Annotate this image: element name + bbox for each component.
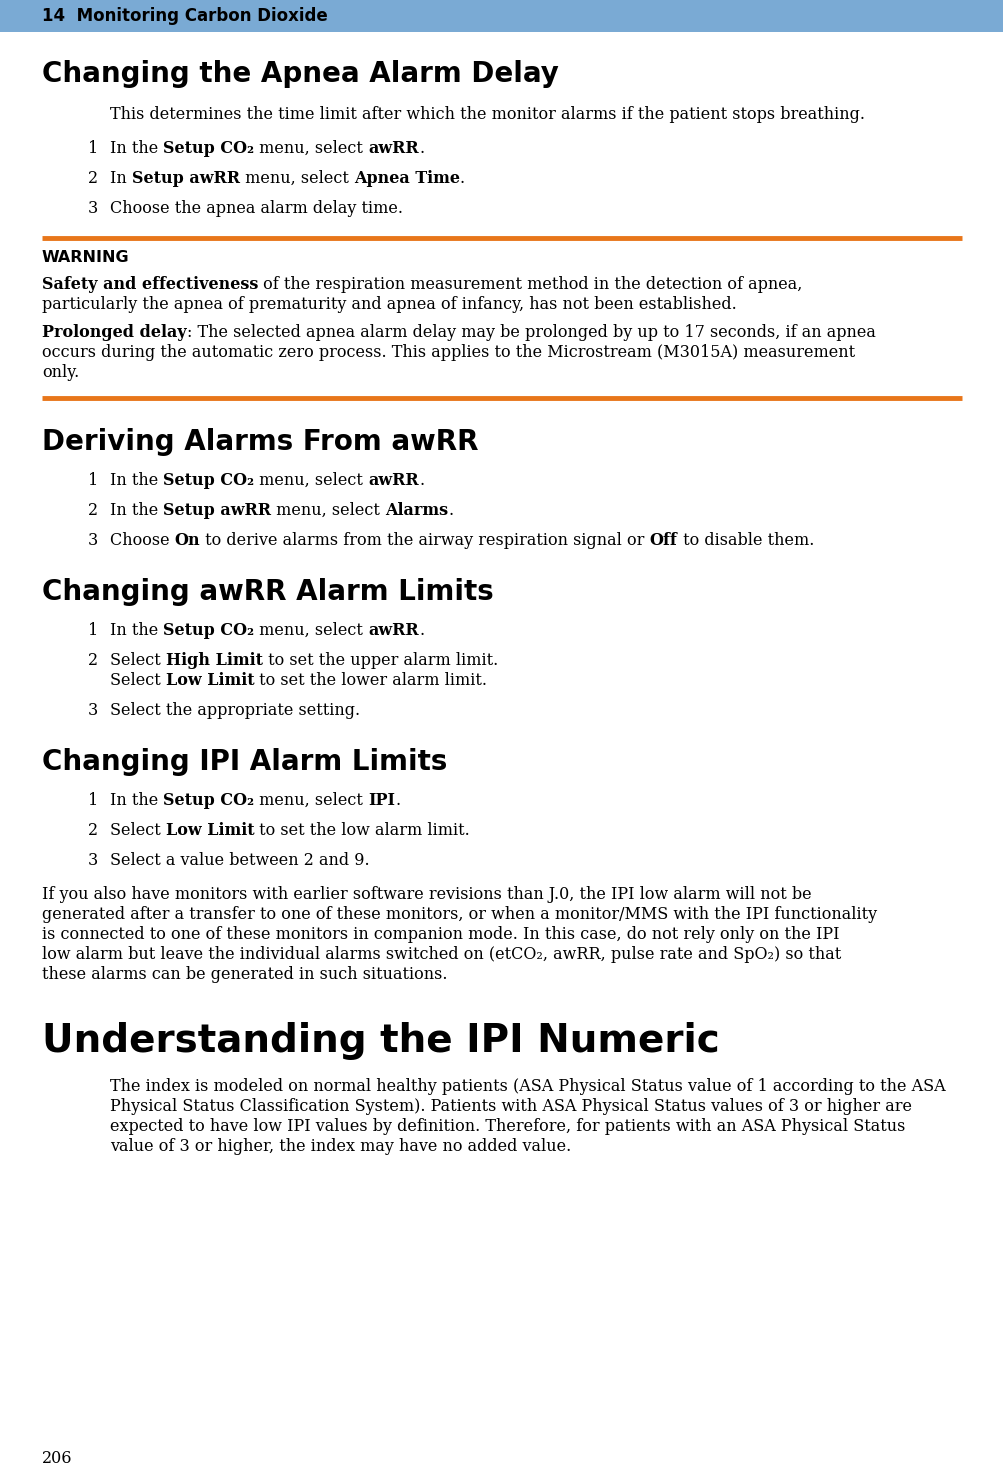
Text: of the respiration measurement method in the detection of apnea,: of the respiration measurement method in… <box>258 276 802 294</box>
Text: 3: 3 <box>88 852 98 869</box>
Text: Off: Off <box>649 531 677 549</box>
Text: to derive alarms from the airway respiration signal or: to derive alarms from the airway respira… <box>201 531 649 549</box>
Text: IPI: IPI <box>368 793 395 809</box>
Text: menu, select: menu, select <box>271 502 385 520</box>
Text: Apnea Time: Apnea Time <box>353 170 459 187</box>
Text: In: In <box>110 170 131 187</box>
Text: : The selected apnea alarm delay may be prolonged by up to 17 seconds, if an apn: : The selected apnea alarm delay may be … <box>187 325 875 341</box>
Text: Setup CO₂: Setup CO₂ <box>163 140 254 156</box>
Text: Changing the Apnea Alarm Delay: Changing the Apnea Alarm Delay <box>42 61 559 89</box>
Text: 1: 1 <box>88 472 98 489</box>
Text: particularly the apnea of prematurity and apnea of infancy, has not been establi: particularly the apnea of prematurity an… <box>42 297 736 313</box>
Text: This determines the time limit after which the monitor alarms if the patient sto: This determines the time limit after whi… <box>110 106 865 123</box>
Text: .: . <box>418 621 424 639</box>
Text: 1: 1 <box>88 621 98 639</box>
Text: to set the upper alarm limit.: to set the upper alarm limit. <box>263 652 497 669</box>
Text: .: . <box>395 793 400 809</box>
Text: generated after a transfer to one of these monitors, or when a monitor/MMS with : generated after a transfer to one of the… <box>42 906 877 922</box>
Text: The index is modeled on normal healthy patients (ASA Physical Status value of 1 : The index is modeled on normal healthy p… <box>110 1077 945 1095</box>
Text: is connected to one of these monitors in companion mode. In this case, do not re: is connected to one of these monitors in… <box>42 925 839 943</box>
Text: Setup CO₂: Setup CO₂ <box>163 472 254 489</box>
Text: Changing IPI Alarm Limits: Changing IPI Alarm Limits <box>42 748 447 776</box>
Text: 2: 2 <box>88 502 98 520</box>
Text: 3: 3 <box>88 531 98 549</box>
Text: Alarms: Alarms <box>385 502 448 520</box>
Text: menu, select: menu, select <box>254 621 368 639</box>
Text: 14  Monitoring Carbon Dioxide: 14 Monitoring Carbon Dioxide <box>42 7 327 25</box>
Text: 2: 2 <box>88 822 98 838</box>
Text: In the: In the <box>110 140 163 156</box>
Text: to disable them.: to disable them. <box>677 531 813 549</box>
Bar <box>0 0 1003 32</box>
Text: In the: In the <box>110 621 163 639</box>
Text: Understanding the IPI Numeric: Understanding the IPI Numeric <box>42 1021 719 1060</box>
Text: Select: Select <box>110 822 165 838</box>
Text: In the: In the <box>110 793 163 809</box>
Text: Choose: Choose <box>110 531 175 549</box>
Text: awRR: awRR <box>368 472 418 489</box>
Text: Select the appropriate setting.: Select the appropriate setting. <box>110 703 360 719</box>
Text: .: . <box>448 502 453 520</box>
Text: If you also have monitors with earlier software revisions than J.0, the IPI low : If you also have monitors with earlier s… <box>42 886 810 903</box>
Text: On: On <box>175 531 201 549</box>
Text: 2: 2 <box>88 170 98 187</box>
Text: Setup CO₂: Setup CO₂ <box>163 621 254 639</box>
Text: 3: 3 <box>88 703 98 719</box>
Text: 1: 1 <box>88 793 98 809</box>
Text: 1: 1 <box>88 140 98 156</box>
Text: High Limit: High Limit <box>165 652 263 669</box>
Text: Deriving Alarms From awRR: Deriving Alarms From awRR <box>42 428 478 456</box>
Text: Select: Select <box>110 672 165 689</box>
Text: Changing awRR Alarm Limits: Changing awRR Alarm Limits <box>42 579 493 607</box>
Text: value of 3 or higher, the index may have no added value.: value of 3 or higher, the index may have… <box>110 1138 571 1156</box>
Text: Setup CO₂: Setup CO₂ <box>163 793 254 809</box>
Text: Safety and effectiveness: Safety and effectiveness <box>42 276 258 294</box>
Text: menu, select: menu, select <box>240 170 353 187</box>
Text: only.: only. <box>42 365 79 381</box>
Text: expected to have low IPI values by definition. Therefore, for patients with an A: expected to have low IPI values by defin… <box>110 1117 905 1135</box>
Text: 206: 206 <box>42 1449 72 1467</box>
Text: awRR: awRR <box>368 621 418 639</box>
Text: Setup awRR: Setup awRR <box>163 502 271 520</box>
Text: Prolonged delay: Prolonged delay <box>42 325 187 341</box>
Text: Select a value between 2 and 9.: Select a value between 2 and 9. <box>110 852 369 869</box>
Text: to set the low alarm limit.: to set the low alarm limit. <box>254 822 469 838</box>
Text: occurs during the automatic zero process. This applies to the Microstream (M3015: occurs during the automatic zero process… <box>42 344 855 362</box>
Text: Low Limit: Low Limit <box>165 672 254 689</box>
Text: In the: In the <box>110 502 163 520</box>
Text: low alarm but leave the individual alarms switched on (etCO₂, awRR, pulse rate a: low alarm but leave the individual alarm… <box>42 946 841 962</box>
Text: .: . <box>418 472 424 489</box>
Text: menu, select: menu, select <box>254 472 368 489</box>
Text: these alarms can be generated in such situations.: these alarms can be generated in such si… <box>42 965 447 983</box>
Text: Physical Status Classification System). Patients with ASA Physical Status values: Physical Status Classification System). … <box>110 1098 911 1114</box>
Text: to set the lower alarm limit.: to set the lower alarm limit. <box>254 672 487 689</box>
Text: Choose the apnea alarm delay time.: Choose the apnea alarm delay time. <box>110 201 402 217</box>
Text: menu, select: menu, select <box>254 793 368 809</box>
Text: .: . <box>418 140 424 156</box>
Text: In the: In the <box>110 472 163 489</box>
Text: awRR: awRR <box>368 140 418 156</box>
Text: menu, select: menu, select <box>254 140 368 156</box>
Text: WARNING: WARNING <box>42 249 129 266</box>
Text: Low Limit: Low Limit <box>165 822 254 838</box>
Text: Select: Select <box>110 652 165 669</box>
Text: 2: 2 <box>88 652 98 669</box>
Text: .: . <box>459 170 464 187</box>
Text: Setup awRR: Setup awRR <box>131 170 240 187</box>
Text: 3: 3 <box>88 201 98 217</box>
